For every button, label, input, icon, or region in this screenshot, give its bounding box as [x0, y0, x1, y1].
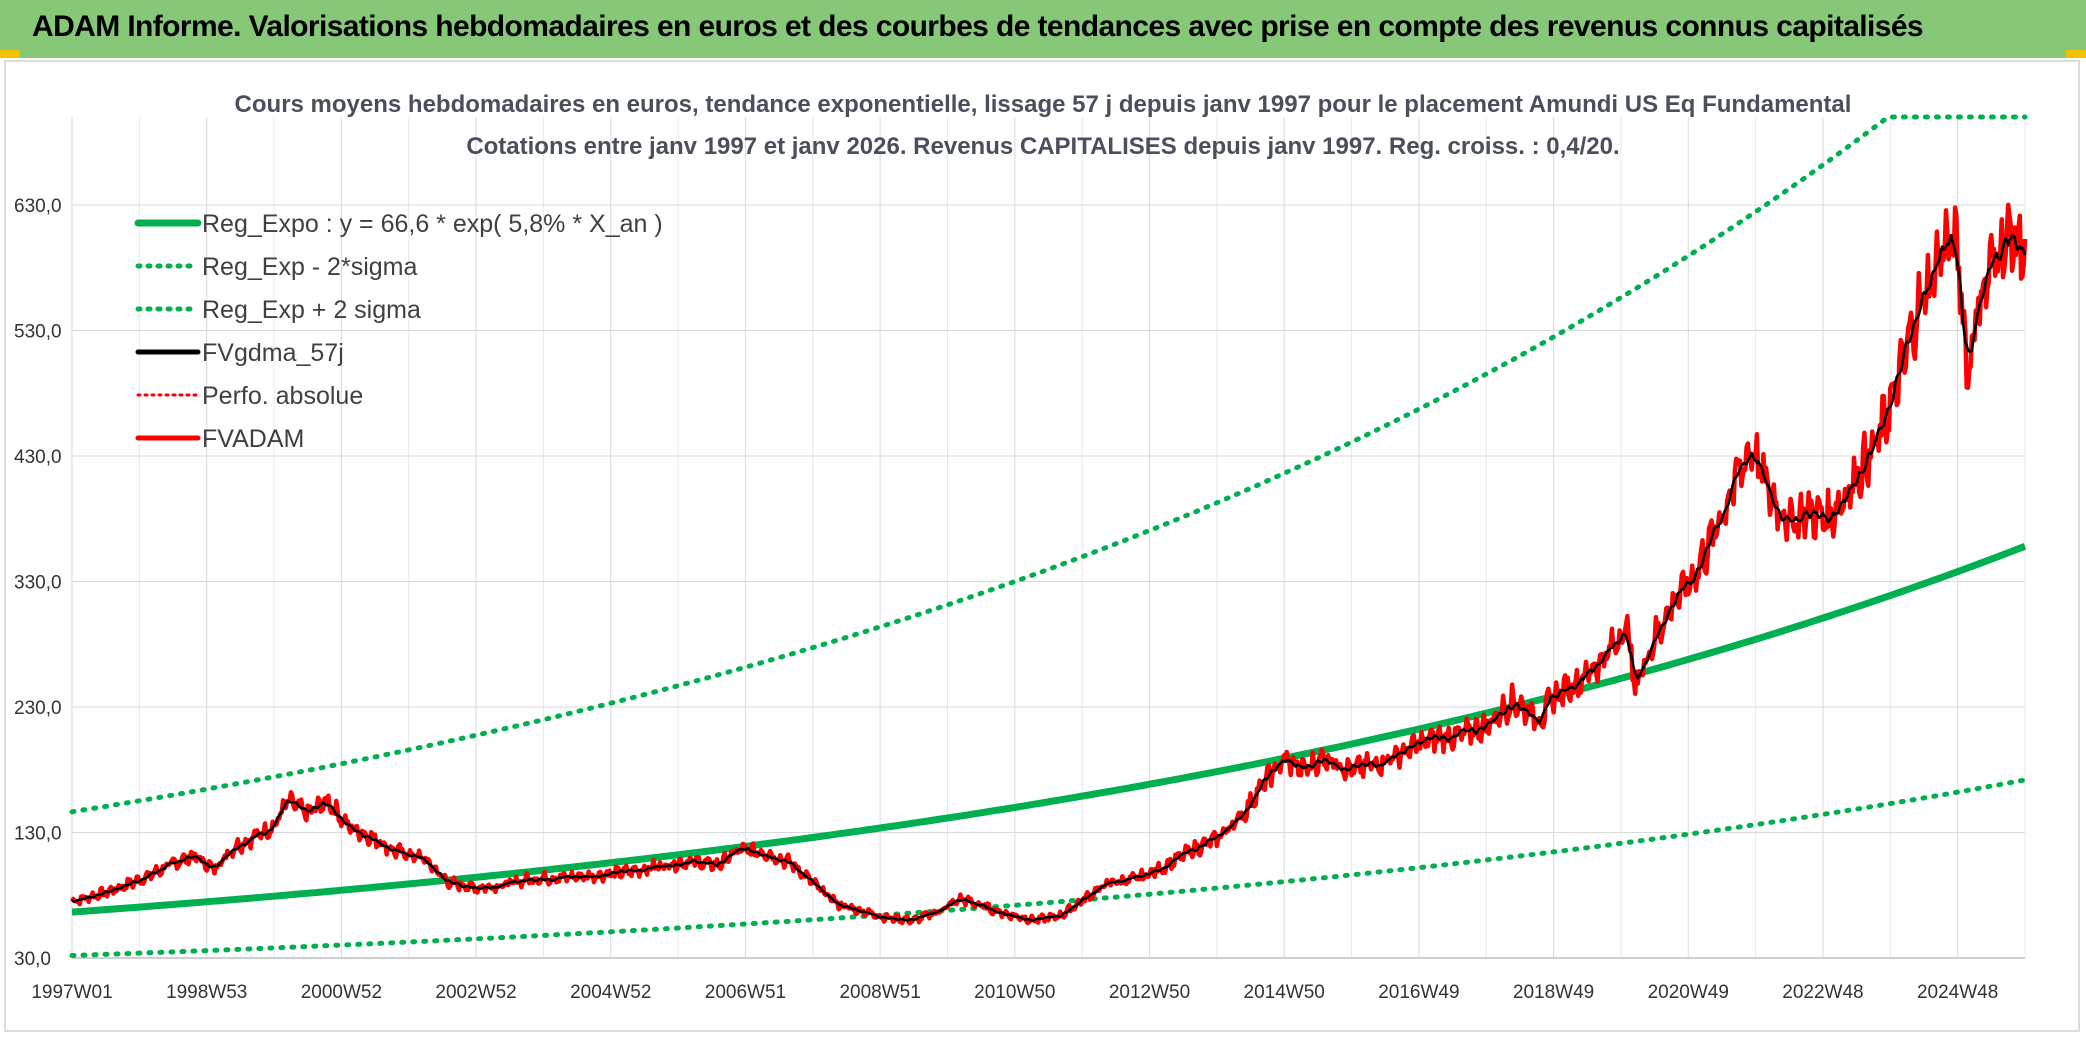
x-tick-label: 2024W48	[1917, 982, 1998, 1003]
x-tick-label: 2020W49	[1648, 982, 1729, 1003]
chart-frame	[4, 60, 2080, 1032]
x-tick-label: 2004W52	[570, 982, 651, 1003]
x-tick-label: 2018W49	[1513, 982, 1594, 1003]
series-reg-expo	[71, 543, 2027, 916]
x-axis: 1997W01 1998W53 2000W52 2002W52 2004W52 2006W…	[31, 982, 1998, 1003]
series-reg-exp-minus-2sigma	[69, 777, 2028, 958]
y-tick-label: 130,0	[14, 824, 62, 845]
report-header: ADAM Informe. Valorisations hebdomadaire…	[0, 0, 2086, 58]
x-tick-label: 2008W51	[839, 982, 920, 1003]
x-tick-label: 2002W52	[435, 982, 516, 1003]
x-tick-label: 2000W52	[301, 982, 382, 1003]
legend-label: FVgdma_57j	[202, 339, 344, 367]
x-tick-label: 1998W53	[166, 982, 247, 1003]
chart-series	[69, 114, 2028, 958]
legend-label: FVADAM	[202, 425, 304, 453]
chart-grid	[71, 117, 2026, 959]
header-accent-right	[2066, 50, 2086, 58]
x-tick-label: 2022W48	[1782, 982, 1863, 1003]
x-tick-label: 1997W01	[31, 982, 112, 1003]
series-fvgdma-57j	[71, 233, 2027, 922]
x-tick-label: 2014W50	[1244, 982, 1325, 1003]
x-tick-label: 2006W51	[705, 982, 786, 1003]
x-tick-label: 2012W50	[1109, 982, 1190, 1003]
y-tick-label: 30,0	[14, 949, 51, 970]
y-tick-label: 430,0	[14, 447, 62, 468]
legend-label: Reg_Exp - 2*sigma	[202, 253, 417, 281]
series-reg-exp-plus-2sigma	[69, 114, 2028, 815]
legend-label: Reg_Exp + 2 sigma	[202, 296, 421, 324]
x-tick-label: 2016W49	[1378, 982, 1459, 1003]
plot-area	[72, 117, 2025, 958]
y-tick-label: 330,0	[14, 573, 62, 594]
report-title: ADAM Informe. Valorisations hebdomadaire…	[32, 10, 1924, 43]
legend-label: Perfo. absolue	[202, 382, 363, 410]
y-tick-label: 230,0	[14, 698, 62, 719]
header-accent-left	[0, 50, 20, 58]
chart-legend: Reg_Expo : y = 66,6 * exp( 5,8% * X_an )…	[134, 210, 663, 453]
x-tick-label: 2010W50	[974, 982, 1055, 1003]
y-tick-label: 630,0	[14, 196, 62, 217]
legend-label: Reg_Expo : y = 66,6 * exp( 5,8% * X_an )	[202, 210, 663, 238]
y-tick-label: 530,0	[14, 322, 62, 343]
y-axis: 30,0 130,0 230,0 330,0 430,0 530,0 630,0	[14, 196, 62, 970]
chart-title-line2: Cotations entre janv 1997 et janv 2026. …	[466, 133, 1619, 160]
chart-title-line1: Cours moyens hebdomadaires en euros, ten…	[235, 91, 1852, 118]
